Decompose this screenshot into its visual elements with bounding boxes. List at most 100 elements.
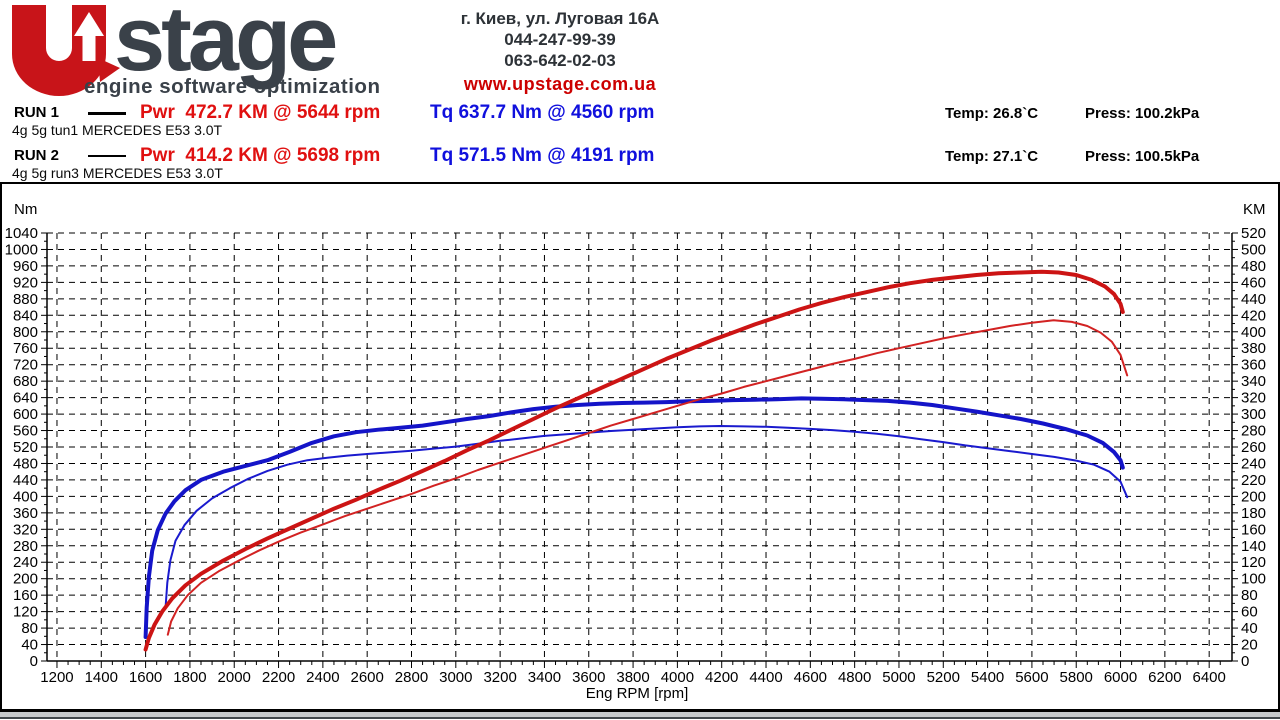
y-right-tick-label: 40 [1241,620,1258,637]
y-left-tick-label: 480 [13,455,38,472]
run1-summary-row: RUN 1 Pwr 472.7 KM @ 5644 rpm Tq 637.7 N… [0,102,1280,124]
y-right-tick-label: 0 [1241,653,1249,670]
x-tick-label: 4200 [705,669,738,686]
y-right-tick-label: 260 [1241,439,1266,456]
y-left-tick-label: 920 [13,274,38,291]
y-left-tick-label: 760 [13,340,38,357]
run1-power-readout: Pwr 472.7 KM @ 5644 rpm [140,102,381,123]
y-right-tick-label: 500 [1241,241,1266,258]
series-run-2-torque [164,425,1129,610]
y-right-tick-label: 160 [1241,521,1266,538]
run2-power-readout: Pwr 414.2 KM @ 5698 rpm [140,145,381,166]
window-bottom-edge [0,712,1280,719]
x-tick-label: 5600 [1015,669,1048,686]
y-right-tick-label: 200 [1241,488,1266,505]
y-right-tick-label: 80 [1241,587,1258,604]
logo-word: stage [114,2,336,90]
y-left-tick-label: 280 [13,538,38,555]
y-left-tick-label: 440 [13,472,38,489]
phone-2: 063-642-02-03 [504,51,616,70]
y-left-tick-label: 520 [13,439,38,456]
run1-pressure-readout: Press: 100.2kPa [1085,105,1200,122]
run2-line-swatch [88,155,126,157]
y-right-tick-label: 20 [1241,637,1258,654]
left-axis-unit-label: Nm [14,201,38,218]
run1-label: RUN 1 [14,104,60,121]
upstage-u-arrow-icon [12,5,120,96]
x-tick-label: 4800 [838,669,871,686]
website-link[interactable]: www.upstage.com.ua [463,74,657,94]
x-tick-label: 4600 [794,669,827,686]
x-tick-label: 6000 [1104,669,1137,686]
y-left-tick-label: 160 [13,587,38,604]
x-tick-label: 2000 [218,669,251,686]
y-right-tick-label: 220 [1241,472,1266,489]
y-right-tick-label: 120 [1241,554,1266,571]
y-left-tick-label: 240 [13,554,38,571]
run1-line-swatch [88,112,126,115]
y-left-tick-label: 1000 [5,241,38,258]
y-right-tick-label: 320 [1241,390,1266,407]
y-left-tick-label: 800 [13,324,38,341]
upstage-logo: stage engine software optimization [12,2,380,98]
y-right-tick-label: 380 [1241,340,1266,357]
address-line: г. Киев, ул. Луговая 16А [460,9,660,28]
y-right-tick-label: 60 [1241,604,1258,621]
y-left-tick-label: 1040 [5,225,38,242]
logo-tagline: engine software optimization [84,75,380,98]
x-tick-label: 2800 [395,669,428,686]
y-left-tick-label: 200 [13,571,38,588]
y-left-tick-label: 960 [13,258,38,275]
x-tick-label: 6200 [1148,669,1181,686]
y-right-tick-label: 460 [1241,274,1266,291]
y-left-tick-label: 840 [13,307,38,324]
y-right-tick-label: 280 [1241,423,1266,440]
y-left-tick-label: 600 [13,406,38,423]
run2-torque-readout: Tq 571.5 Nm @ 4191 rpm [430,145,655,166]
y-right-tick-label: 140 [1241,538,1266,555]
y-right-tick-label: 100 [1241,571,1266,588]
series-run-1-torque [143,396,1125,640]
y-right-tick-label: 240 [1241,455,1266,472]
x-tick-label: 5000 [882,669,915,686]
x-tick-label: 3000 [439,669,472,686]
series-run-2-power [166,319,1129,636]
contact-block: г. Киев, ул. Луговая 16А 044-247-99-39 0… [400,8,720,95]
y-right-tick-label: 400 [1241,324,1266,341]
x-tick-label: 3800 [616,669,649,686]
run2-description: 4g 5g run3 MERCEDES E53 3.0T [12,165,223,181]
y-left-tick-label: 360 [13,505,38,522]
x-tick-label: 5800 [1060,669,1093,686]
x-tick-label: 5400 [971,669,1004,686]
y-left-tick-label: 680 [13,373,38,390]
x-tick-label: 4000 [661,669,694,686]
run2-summary-row: RUN 2 Pwr 414.2 KM @ 5698 rpm Tq 571.5 N… [0,145,1280,167]
y-left-tick-label: 720 [13,357,38,374]
y-left-tick-label: 560 [13,423,38,440]
chart-panel: Nm KM 1200 1400 1600 1800 2000 2200 2400 2600 28… [0,182,1280,712]
y-right-tick-label: 440 [1241,291,1266,308]
run2-temp-readout: Temp: 27.1`C [945,148,1039,165]
dyno-chart: 1200 1400 1600 1800 2000 2200 2400 2600 2800 3000… [5,225,1266,686]
x-tick-label: 1200 [40,669,73,686]
run2-pressure-readout: Press: 100.5kPa [1085,148,1200,165]
y-right-tick-label: 180 [1241,505,1266,522]
y-left-tick-label: 880 [13,291,38,308]
run1-description: 4g 5g tun1 MERCEDES E53 3.0T [12,122,223,138]
x-tick-label: 1600 [129,669,162,686]
y-right-tick-label: 520 [1241,225,1266,242]
x-tick-label: 2600 [350,669,383,686]
x-tick-label: 6400 [1192,669,1225,686]
run2-label: RUN 2 [14,147,60,164]
x-tick-label: 2200 [262,669,295,686]
y-left-tick-label: 320 [13,521,38,538]
x-tick-label: 1800 [173,669,206,686]
x-tick-label: 5200 [927,669,960,686]
y-left-tick-label: 640 [13,390,38,407]
y-right-tick-label: 480 [1241,258,1266,275]
x-tick-label: 3200 [483,669,516,686]
y-left-tick-label: 40 [21,637,38,654]
right-axis-unit-label: KM [1243,201,1266,218]
y-left-tick-label: 400 [13,488,38,505]
x-tick-label: 3400 [528,669,561,686]
